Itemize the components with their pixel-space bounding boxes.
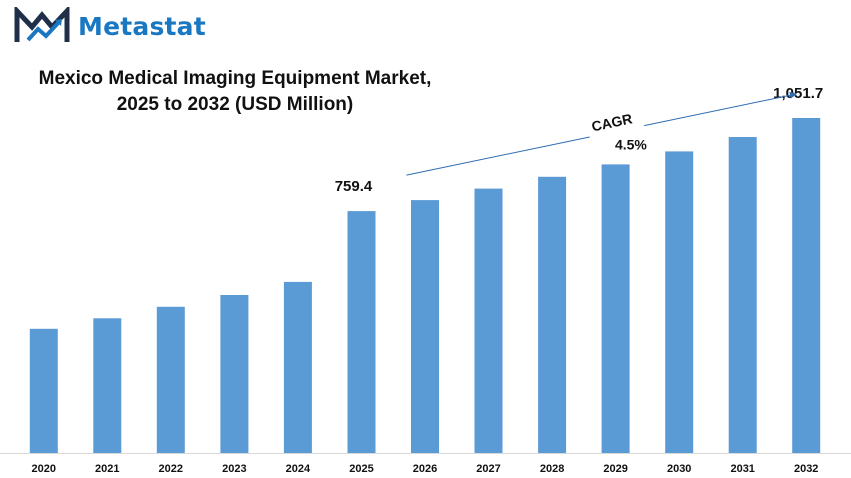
bar-2025 bbox=[347, 211, 376, 453]
x-tick-label-2026: 2026 bbox=[413, 463, 437, 475]
x-tick-label-2030: 2030 bbox=[667, 463, 691, 475]
x-tick-label-2024: 2024 bbox=[286, 463, 311, 475]
m-chart-logo-icon bbox=[14, 7, 70, 42]
x-tick-label-2023: 2023 bbox=[222, 463, 246, 475]
data-label-2025: 759.4 bbox=[335, 178, 373, 195]
x-tick-label-2032: 2032 bbox=[794, 463, 818, 475]
cagr-arrow-head-line bbox=[644, 91, 797, 127]
cagr-arrow-line bbox=[406, 136, 590, 176]
bar-2031 bbox=[728, 137, 757, 453]
bar-2027 bbox=[474, 188, 503, 453]
cagr-label: CAGR bbox=[590, 110, 634, 134]
x-tick-label-2028: 2028 bbox=[540, 463, 564, 475]
data-label-2032: 1,051.7 bbox=[773, 85, 823, 102]
bar-2032 bbox=[792, 118, 821, 453]
chart-title-line-1: Mexico Medical Imaging Equipment Market, bbox=[38, 68, 432, 89]
chart-title: Mexico Medical Imaging Equipment Market,… bbox=[10, 66, 460, 118]
bar-2024 bbox=[283, 281, 312, 453]
x-tick-label-2020: 2020 bbox=[32, 463, 56, 475]
x-tick-label-2021: 2021 bbox=[95, 463, 119, 475]
x-tick-label-2025: 2025 bbox=[349, 463, 373, 475]
bar-2023 bbox=[220, 295, 249, 453]
bar-2030 bbox=[665, 151, 694, 453]
x-tick-label-2027: 2027 bbox=[476, 463, 500, 475]
bar-2021 bbox=[93, 318, 122, 453]
bar-2028 bbox=[538, 176, 567, 454]
x-tick-label-2022: 2022 bbox=[159, 463, 183, 475]
chart-title-line-2: 2025 to 2032 (USD Million) bbox=[116, 94, 354, 115]
bar-2022 bbox=[156, 306, 185, 453]
bar-2020 bbox=[29, 328, 58, 453]
bar-2026 bbox=[411, 200, 439, 453]
x-tick-label-2029: 2029 bbox=[603, 463, 627, 475]
brand-name: Metastat bbox=[78, 11, 206, 41]
x-tick-label-2031: 2031 bbox=[730, 463, 754, 475]
brand-logo: Metastat bbox=[14, 6, 206, 46]
cagr-value: 4.5% bbox=[615, 136, 647, 152]
bar-2029 bbox=[601, 164, 630, 453]
